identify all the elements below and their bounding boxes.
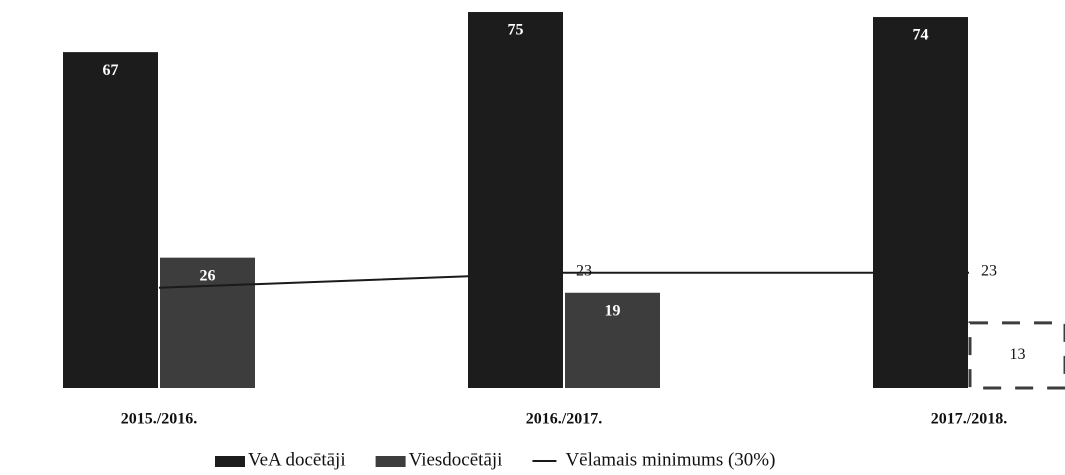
data-label: 75 xyxy=(508,22,524,39)
data-label: 26 xyxy=(200,267,216,284)
legend-label: Viesdocētāji xyxy=(409,449,503,470)
data-label: 67 xyxy=(103,62,119,79)
x-tick-label: 2016./2017. xyxy=(526,411,602,428)
bar xyxy=(468,12,563,389)
data-label: 19 xyxy=(605,302,621,319)
x-tick-label: 2017./2018. xyxy=(931,411,1007,428)
legend-label: Vēlamais minimums (30%) xyxy=(565,449,775,470)
legend-swatch xyxy=(375,456,406,467)
bar xyxy=(63,52,158,388)
line-label: 23 xyxy=(576,262,592,279)
line-label: 23 xyxy=(981,262,997,279)
line xyxy=(158,271,969,289)
bar xyxy=(968,321,1065,390)
bar xyxy=(873,17,968,388)
data-label: 13 xyxy=(1010,346,1026,363)
legend-swatch xyxy=(215,456,245,467)
legend-label: VeA docētāji xyxy=(248,449,346,470)
data-label: 74 xyxy=(913,27,929,44)
bar xyxy=(160,257,255,388)
x-tick-label: 2015./2016. xyxy=(121,411,197,428)
bar xyxy=(565,292,660,388)
